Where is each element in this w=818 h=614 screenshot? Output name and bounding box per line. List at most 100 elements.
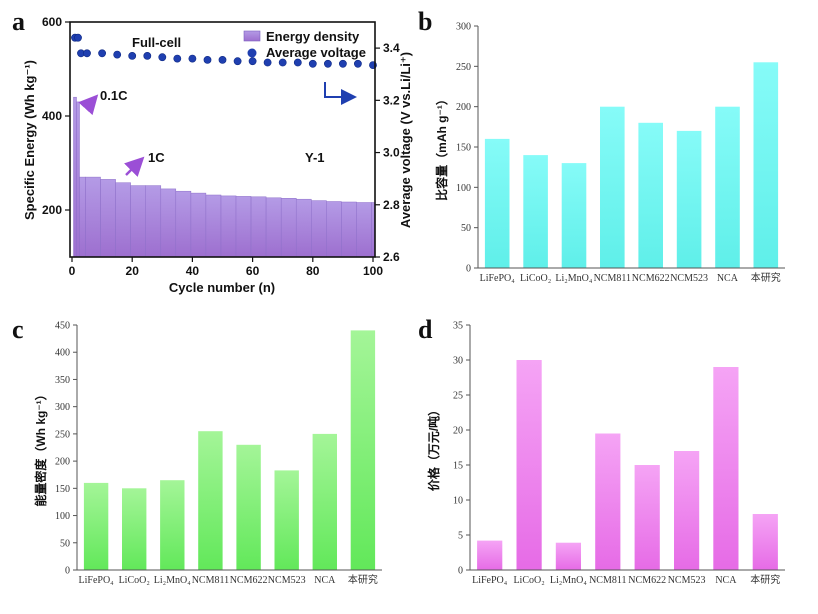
chart-d-y-tick-label: 5 [458,531,463,542]
chart-d-category-label: NCA [715,575,737,586]
voltage-point [278,58,287,67]
y-right-tick-label: 3.4 [383,41,400,55]
energy-bar [371,202,375,258]
energy-bar [295,198,312,258]
rate-01c-annotation: 0.1C [100,88,128,103]
full-cell-annotation: Full-cell [132,35,181,50]
chart-d: LiFePO₄ LiCoO₂ Li₂MnO₄ NCM811 NCM622 NCM523 NC… [426,321,785,586]
y-tick-label: 200 [42,203,62,217]
voltage-point [188,54,197,63]
rate-1c-arrow [124,156,145,177]
chart-b-category-label: 本研究 [751,271,781,284]
chart-c: LiFePO₄ LiCoO₂ Li₂MnO₄ NCM811 NCM622 NCM523 NC… [33,321,382,586]
energy-bar [175,190,192,258]
chart-b: LiFePO₄ LiCoO₂ Li₂MnO₄ NCM811 NCM622 NCM523 NC… [434,22,785,284]
y-tick-label: 600 [42,15,62,29]
x-tick-label: 80 [306,264,320,278]
voltage-point [98,49,106,58]
chart-d-bar [595,433,621,570]
voltage-point [158,53,167,62]
chart-c-bar [160,480,185,570]
energy-bar [115,182,131,258]
chart-d-y-tick-label: 15 [453,461,463,472]
energy-bar [79,176,86,258]
chart-d-category-label: Li₂MnO₄ [550,575,587,586]
y-tick-label: 400 [42,109,62,123]
chart-d-bar [555,542,581,570]
y-right-tick-label: 3.0 [383,146,400,160]
energy-bar [130,185,147,258]
chart-b-y-tick-label: 50 [461,223,471,234]
energy-bar [100,179,116,258]
chart-c-y-tick-label: 400 [55,348,70,359]
chart-c-category-label: NCM523 [268,575,306,586]
y-right-tick-label: 2.8 [383,198,400,212]
voltage-point [203,56,212,64]
chart-b-category-label: Li₂MnO₄ [555,273,592,284]
chart-b-bar [484,138,510,268]
chart-c-category-label: NCM811 [192,575,229,586]
chart-d-bar [634,465,660,570]
voltage-point [233,57,242,66]
energy-bar [311,200,327,258]
x-tick-label: 20 [126,264,140,278]
chart-d-ylabel: 价格（万元/吨） [426,404,441,491]
chart-c-bar [122,488,147,570]
voltage-point [263,58,272,67]
chart-d-category-label: LiFePO₄ [472,575,508,586]
chart-c-category-label: Li₂MnO₄ [154,575,191,586]
chart-d-category-label: NCM811 [589,575,626,586]
chart-c-bar [274,470,299,570]
chart-c-category-label: 本研究 [348,573,378,586]
energy-bar [341,201,357,258]
voltage-point [218,56,227,64]
chart-b-y-tick-label: 300 [456,22,471,33]
chart-c-y-tick-label: 150 [55,484,70,495]
chart-c-y-tick-label: 0 [65,566,70,577]
voltage-point [353,59,362,68]
energy-bar [326,201,342,258]
energy-bar [190,192,207,258]
voltage-point [293,58,302,67]
chart-b-y-tick-label: 250 [456,62,471,73]
chart-c-category-label: LiFePO₄ [79,575,115,586]
chart-c-bar [83,482,109,570]
chart-c-bar [198,431,223,570]
legend-energy-label: Energy density [266,29,360,44]
chart-a-ylabel: Specific Energy (Wh kg⁻¹) [22,60,37,220]
chart-a: 0 20 40 60 80 100 200 400 600 2.6 2.8 3.0 3.2 3.4 Cyc… [22,15,413,295]
chart-b-bar [638,122,663,268]
chart-d-bar [477,540,503,570]
chart-b-category-label: LiCoO₂ [520,273,551,284]
voltage-point [338,59,347,68]
y-right-tick-label: 2.6 [383,250,400,264]
energy-bar [76,101,80,258]
chart-b-bar [753,62,779,268]
voltage-point [248,57,257,66]
chart-d-category-label: NCM622 [628,575,666,586]
chart-d-bar [516,360,542,570]
chart-d-y-tick-label: 30 [453,356,463,367]
x-tick-label: 40 [186,264,200,278]
x-tick-label: 0 [69,264,76,278]
chart-d-y-tick-label: 0 [458,566,463,577]
legend-voltage-marker [247,48,257,58]
chart-d-category-label: 本研究 [750,573,780,586]
chart-b-y-tick-label: 150 [456,143,471,154]
panel-letter-c: c [12,315,24,344]
voltage-point [323,59,332,68]
chart-b-ylabel: 比容量（mAh g⁻¹） [434,93,449,201]
chart-b-bar [600,106,625,268]
energy-bar [280,198,297,258]
chart-b-category-label: NCM622 [632,273,670,284]
chart-c-y-tick-label: 200 [55,457,70,468]
chart-c-y-tick-label: 50 [60,538,70,549]
chart-b-category-label: NCM811 [594,273,631,284]
x-tick-label: 100 [363,264,383,278]
energy-bar [356,202,372,258]
panel-letter-d: d [418,315,433,344]
chart-d-y-tick-label: 10 [453,496,463,507]
chart-d-y-tick-label: 25 [453,391,463,402]
chart-c-y-tick-label: 100 [55,511,70,522]
